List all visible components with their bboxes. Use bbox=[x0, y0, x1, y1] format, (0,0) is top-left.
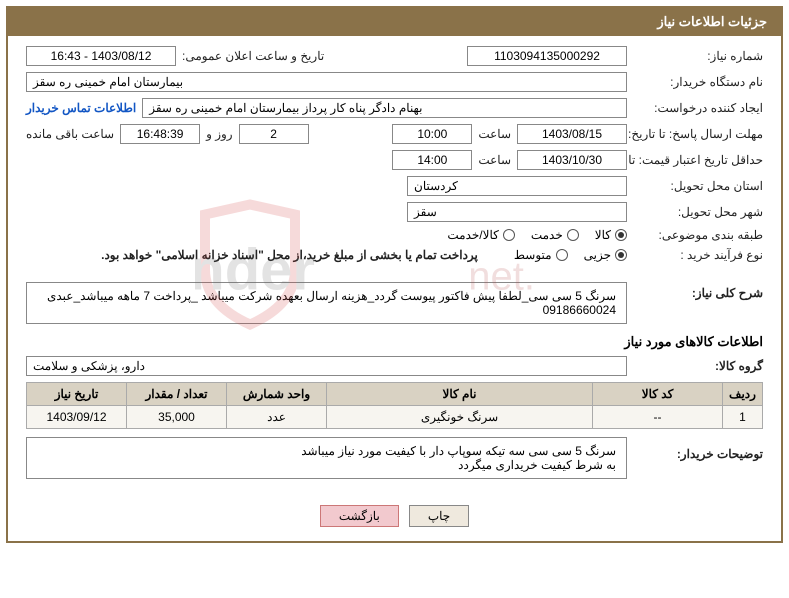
label-hour-2: ساعت bbox=[478, 153, 511, 167]
items-table-header: ردیفکد کالانام کالاواحد شمارشتعداد / مقد… bbox=[27, 383, 763, 406]
table-cell: -- bbox=[593, 406, 723, 429]
radio-icon bbox=[556, 249, 568, 261]
content-area: AriaTender .net شماره نیاز: 110309413500… bbox=[8, 36, 781, 495]
purchase-type-radio-group: جزیی متوسط bbox=[514, 248, 627, 262]
print-button[interactable]: چاپ bbox=[409, 505, 469, 527]
label-remaining-hours: ساعت باقی مانده bbox=[26, 127, 114, 141]
category-option-2[interactable]: کالا/خدمت bbox=[447, 228, 514, 242]
field-price-validity-hour: 14:00 bbox=[392, 150, 472, 170]
footer-buttons: چاپ بازگشت bbox=[8, 495, 781, 541]
header-title: جزئیات اطلاعات نیاز bbox=[657, 14, 767, 29]
label-category: طبقه بندی موضوعی: bbox=[633, 228, 763, 242]
table-header-cell: نام کالا bbox=[327, 383, 593, 406]
field-city: سقز bbox=[407, 202, 627, 222]
table-row: 1--سرنگ خونگیرىعدد35,0001403/09/12 bbox=[27, 406, 763, 429]
field-remaining-days: 2 bbox=[239, 124, 309, 144]
items-table: ردیفکد کالانام کالاواحد شمارشتعداد / مقد… bbox=[26, 382, 763, 429]
label-price-validity: حداقل تاریخ اعتبار قیمت: تا تاریخ: bbox=[633, 153, 763, 167]
items-section-title: اطلاعات کالاهای مورد نیاز bbox=[26, 334, 763, 350]
table-cell: 1 bbox=[723, 406, 763, 429]
table-cell: 35,000 bbox=[127, 406, 227, 429]
label-goods-group: گروه کالا: bbox=[633, 359, 763, 373]
label-delivery-city: شهر محل تحویل: bbox=[633, 205, 763, 219]
label-requester: ایجاد کننده درخواست: bbox=[633, 101, 763, 115]
field-response-hour: 10:00 bbox=[392, 124, 472, 144]
radio-icon bbox=[615, 249, 627, 261]
purchase-type-option-0[interactable]: جزیی bbox=[584, 248, 627, 262]
label-delivery-province: استان محل تحویل: bbox=[633, 179, 763, 193]
radio-label: خدمت bbox=[531, 228, 563, 242]
table-cell: سرنگ خونگیرى bbox=[327, 406, 593, 429]
table-header-cell: کد کالا bbox=[593, 383, 723, 406]
field-remaining-time: 16:48:39 bbox=[120, 124, 200, 144]
category-radio-group: کالا خدمت کالا/خدمت bbox=[447, 228, 627, 242]
radio-label: جزیی bbox=[584, 248, 611, 262]
field-response-date: 1403/08/15 bbox=[517, 124, 627, 144]
header-bar: جزئیات اطلاعات نیاز bbox=[8, 8, 781, 36]
field-price-validity-date: 1403/10/30 bbox=[517, 150, 627, 170]
field-need-number: 1103094135000292 bbox=[467, 46, 627, 66]
table-cell: 1403/09/12 bbox=[27, 406, 127, 429]
radio-label: کالا/خدمت bbox=[447, 228, 498, 242]
label-general-desc: شرح کلی نیاز: bbox=[633, 282, 763, 300]
field-province: کردستان bbox=[407, 176, 627, 196]
radio-icon bbox=[567, 229, 579, 241]
category-option-0[interactable]: کالا bbox=[595, 228, 627, 242]
field-requester: بهنام دادگر پناه کار پرداز بیمارستان اما… bbox=[142, 98, 627, 118]
radio-label: کالا bbox=[595, 228, 611, 242]
field-goods-group: دارو، پزشکی و سلامت bbox=[26, 356, 627, 376]
label-response-deadline: مهلت ارسال پاسخ: تا تاریخ: bbox=[633, 127, 763, 141]
label-need-no: شماره نیاز: bbox=[633, 49, 763, 63]
purchase-note-text: پرداخت تمام یا بخشی از مبلغ خرید،از محل … bbox=[101, 248, 478, 262]
buyer-contact-link[interactable]: اطلاعات تماس خریدار bbox=[26, 101, 136, 115]
label-announce-date: تاریخ و ساعت اعلان عمومی: bbox=[182, 49, 324, 63]
radio-icon bbox=[503, 229, 515, 241]
radio-label: متوسط bbox=[514, 248, 552, 262]
category-option-1[interactable]: خدمت bbox=[531, 228, 579, 242]
field-buyer-desc: سرنگ 5 سی سی سه تیکه سوپاپ دار با کیفیت … bbox=[26, 437, 627, 479]
table-header-cell: تاریخ نیاز bbox=[27, 383, 127, 406]
radio-icon bbox=[615, 229, 627, 241]
field-general-desc: سرنگ 5 سی سی_لطفا پیش فاکتور پیوست گردد_… bbox=[26, 282, 627, 324]
label-hour-1: ساعت bbox=[478, 127, 511, 141]
table-header-cell: تعداد / مقدار bbox=[127, 383, 227, 406]
table-cell: عدد bbox=[227, 406, 327, 429]
purchase-type-option-1[interactable]: متوسط bbox=[514, 248, 568, 262]
back-button[interactable]: بازگشت bbox=[320, 505, 399, 527]
table-header-cell: واحد شمارش bbox=[227, 383, 327, 406]
label-buyer-org: نام دستگاه خریدار: bbox=[633, 75, 763, 89]
table-header-cell: ردیف bbox=[723, 383, 763, 406]
field-buyer-org: بیمارستان امام خمینی ره سقز bbox=[26, 72, 627, 92]
label-buyer-desc: توضیحات خریدار: bbox=[633, 437, 763, 461]
label-purchase-type: نوع فرآیند خرید : bbox=[633, 248, 763, 262]
label-days-and: روز و bbox=[206, 127, 233, 141]
field-announce-date: 1403/08/12 - 16:43 bbox=[26, 46, 176, 66]
